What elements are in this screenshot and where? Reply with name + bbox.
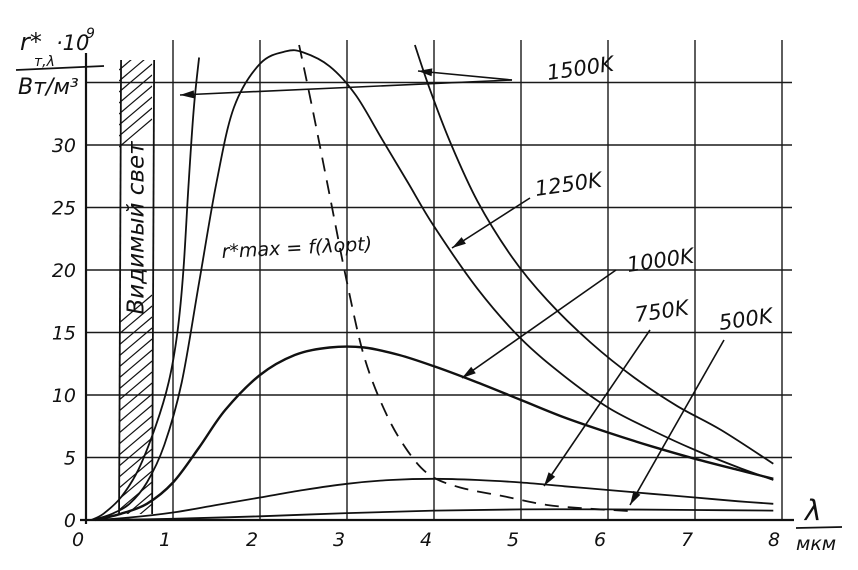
grid xyxy=(86,40,792,520)
tick-labels: 0 1 2 3 4 5 6 7 8 0 5 10 15 20 25 30 xyxy=(52,135,780,551)
hatch-stroke xyxy=(119,371,153,401)
series-500k-label: 500K xyxy=(717,303,776,335)
hatch-stroke xyxy=(119,60,132,71)
hatch-stroke xyxy=(119,415,153,445)
y-axis-label: r* т,λ ·10 9 Вт/м³ xyxy=(15,26,105,100)
hatch-stroke xyxy=(119,349,153,379)
hatch-stroke xyxy=(119,20,152,48)
hatch-stroke xyxy=(119,393,153,423)
x-tick-label: 5 xyxy=(507,529,519,551)
visible-band-label: Видимый свет xyxy=(124,141,150,315)
series-500k-line xyxy=(94,508,774,521)
series-leaders: 1500K 1250K 1000K 750K 500K xyxy=(179,52,776,506)
series-750k-arrowhead xyxy=(544,472,556,486)
hatch-stroke xyxy=(119,470,153,500)
series-750k-line xyxy=(94,477,774,521)
series-1500k-leader xyxy=(417,70,513,81)
hatch-stroke xyxy=(119,360,153,390)
hatch-stroke xyxy=(119,327,153,357)
hatch-stroke xyxy=(119,437,153,467)
series-1250k-leader xyxy=(451,197,531,249)
y-tick-label: 5 xyxy=(64,448,76,470)
visible-light-band: Видимый свет xyxy=(118,20,156,515)
y-tick-label: 30 xyxy=(52,135,76,157)
visible-band-left-edge xyxy=(118,59,122,515)
series-1250k-arrowhead xyxy=(452,237,466,248)
series-500k-arrowhead xyxy=(630,490,641,505)
hatch-stroke xyxy=(119,96,153,126)
x-tick-label: 8 xyxy=(768,529,780,551)
axes xyxy=(80,53,794,524)
y-axis-label-fraction-bar xyxy=(15,65,105,71)
series xyxy=(90,44,774,522)
y-axis-subscript: т,λ xyxy=(34,54,55,70)
envelope-curve xyxy=(298,44,635,513)
series-1000k-label: 1000K xyxy=(625,244,697,277)
series-1500k-label: 1500K xyxy=(545,52,617,85)
hatch-stroke xyxy=(119,448,153,478)
x-axis-label-fraction-bar xyxy=(795,526,843,529)
series-1500k-leader xyxy=(179,79,513,96)
hatch-stroke xyxy=(119,382,153,412)
series-750k-label: 750K xyxy=(633,295,692,327)
x-tick-label: 7 xyxy=(681,529,693,551)
hatch-stroke xyxy=(139,503,153,514)
hatch-stroke xyxy=(119,338,153,368)
x-axis-symbol: λ xyxy=(803,494,822,527)
x-tick-label: 6 xyxy=(594,529,606,551)
series-1500k-arrowhead xyxy=(180,90,195,99)
series-1000k-line xyxy=(94,345,774,522)
series-500k-leader xyxy=(629,339,725,506)
y-tick-label: 0 xyxy=(64,510,76,532)
hatch-stroke xyxy=(119,107,153,137)
hatch-stroke xyxy=(126,492,153,514)
visible-band-hatching xyxy=(119,20,153,514)
hatch-stroke xyxy=(119,85,153,115)
x-tick-label: 1 xyxy=(159,529,171,551)
series-750k-leader xyxy=(543,329,651,487)
series-1500k-arrowhead xyxy=(418,68,433,77)
hatch-stroke xyxy=(119,404,153,434)
hatch-stroke xyxy=(119,294,153,324)
hatch-stroke xyxy=(119,305,153,335)
y-axis-multiplier: ·10 xyxy=(56,31,89,55)
hatch-stroke xyxy=(119,74,153,104)
hatch-stroke xyxy=(119,118,153,148)
x-tick-label: 2 xyxy=(246,529,258,551)
series-1500k-tail-line xyxy=(414,44,774,465)
series-1250k-line xyxy=(92,49,774,521)
x-tick-label: 3 xyxy=(333,529,345,551)
hatch-stroke xyxy=(119,316,153,346)
y-tick-label: 25 xyxy=(52,198,76,220)
y-tick-label: 15 xyxy=(52,323,76,345)
envelope-label: r*max = f(λopt) xyxy=(221,233,373,263)
y-axis-unit: Вт/м³ xyxy=(18,75,79,100)
x-axis-label: λ мкм xyxy=(795,494,843,555)
series-1250k-label: 1250K xyxy=(533,168,605,201)
y-axis-symbol: r* xyxy=(20,28,42,56)
series-1000k-leader xyxy=(461,269,617,379)
hatch-stroke xyxy=(119,60,145,82)
y-tick-label: 20 xyxy=(52,260,76,282)
y-tick-label: 10 xyxy=(52,385,76,407)
hatch-stroke xyxy=(119,63,153,93)
hatch-stroke xyxy=(119,31,152,59)
x-tick-label: 4 xyxy=(420,529,432,551)
series-1000k-arrowhead xyxy=(462,366,476,378)
y-axis-exponent: 9 xyxy=(86,26,95,42)
x-tick-label: 0 xyxy=(72,529,84,551)
hatch-stroke xyxy=(119,426,153,456)
visible-band-right-edge xyxy=(151,59,156,515)
x-axis-unit: мкм xyxy=(796,533,836,555)
envelope-label-text: r*max = f(λopt) xyxy=(221,233,373,263)
series-1500k-line xyxy=(90,57,200,521)
hatch-stroke xyxy=(119,481,153,511)
